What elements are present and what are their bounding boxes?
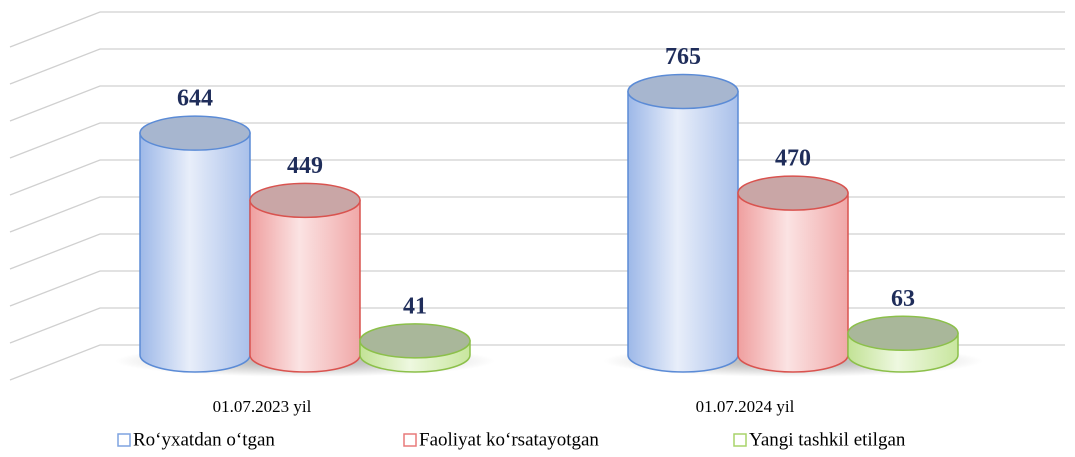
value-label: 765	[665, 44, 701, 70]
grid-line	[9, 11, 1065, 48]
cylinder-top	[139, 115, 251, 151]
grid-line	[9, 48, 1065, 85]
cylinder-body	[737, 192, 849, 373]
x-tick-label: 01.07.2024 yil	[696, 397, 795, 416]
value-label: 449	[287, 153, 323, 179]
x-tick-label: 01.07.2023 yil	[213, 397, 312, 416]
grid-line	[9, 85, 1065, 122]
value-label: 41	[403, 293, 427, 319]
cylinder-top	[249, 182, 361, 219]
cylinder-body	[139, 132, 251, 373]
legend-swatch	[403, 433, 417, 447]
cylinder-body	[627, 90, 739, 373]
cylinder-top	[359, 323, 471, 359]
cylinder-top	[847, 315, 959, 352]
grid-line	[9, 122, 1065, 159]
cylinder-top	[737, 175, 849, 211]
legend-label: Ro‘yxatdan o‘tgan	[133, 429, 275, 450]
legend-label: Faoliyat ko‘rsatayotgan	[419, 429, 599, 450]
legend-label: Yangi tashkil etilgan	[749, 429, 906, 450]
grid-line	[9, 159, 1065, 196]
legend-swatch	[733, 433, 747, 447]
value-label: 470	[775, 146, 811, 172]
legend-swatch	[117, 433, 131, 447]
cylinder-top	[627, 73, 739, 110]
cylinder-body	[249, 199, 361, 373]
value-label: 644	[177, 86, 213, 112]
value-label: 63	[891, 286, 915, 312]
